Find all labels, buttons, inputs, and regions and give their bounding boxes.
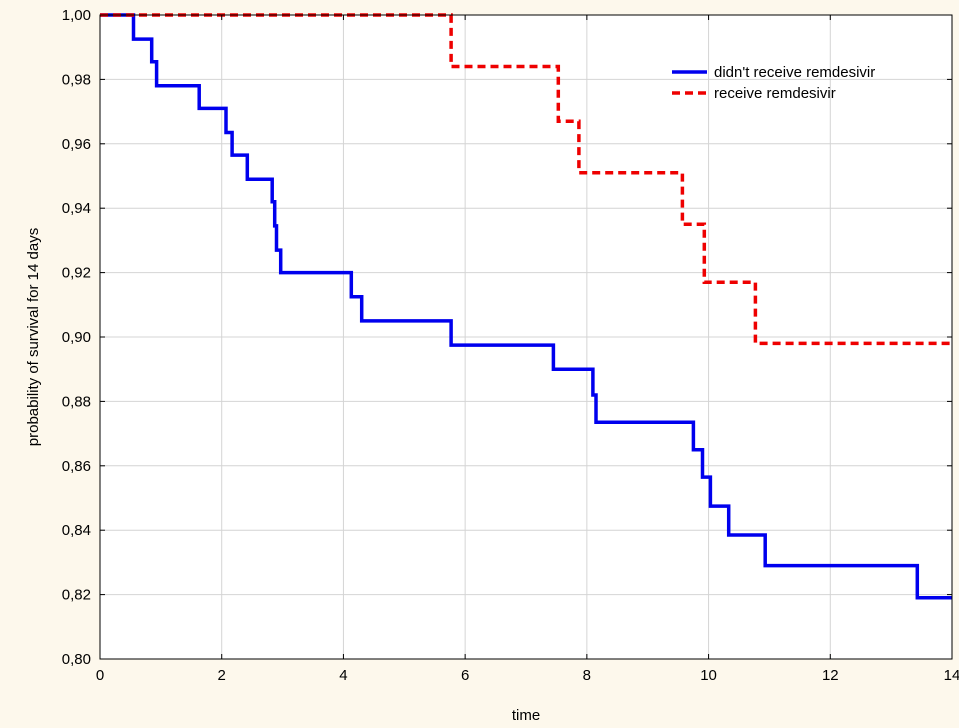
y-tick-label: 0,94 [62,200,91,217]
x-tick-label: 6 [461,667,469,684]
y-tick-label: 0,82 [62,587,91,604]
y-tick-label: 0,84 [62,522,91,539]
axis-ticks: 0 2 4 6 8 10 12 14 0,80 0,82 0,84 0,86 0,88 0,90 0,92 0… [62,7,959,684]
x-tick-label: 12 [822,667,839,684]
legend-label-series-2: receive remdesivir [714,85,836,102]
y-axis-title: probability of survival for 14 days [25,228,42,446]
y-tick-label: 0,86 [62,458,91,475]
x-axis-title: time [512,707,540,724]
y-tick-label: 0,90 [62,329,91,346]
y-tick-label: 0,98 [62,71,91,88]
x-tick-label: 4 [339,667,347,684]
series-line-1 [100,13,952,600]
x-tick-label: 10 [700,667,717,684]
y-tick-label: 0,96 [62,136,91,153]
y-tick-label: 0,88 [62,393,91,410]
x-tick-label: 2 [218,667,226,684]
grid-lines [100,15,952,659]
x-tick-label: 8 [583,667,591,684]
series-line-2 [100,13,952,346]
legend-label-series-1: didn't receive remdesivir [714,64,875,81]
x-tick-label: 0 [96,667,104,684]
y-tick-label: 1,00 [62,7,91,24]
x-tick-label: 14 [944,667,959,684]
legend: didn't receive remdesivir receive remdes… [672,64,875,102]
y-tick-label: 0,92 [62,265,91,282]
y-tick-label: 0,80 [62,651,91,668]
series-layer [100,13,952,600]
